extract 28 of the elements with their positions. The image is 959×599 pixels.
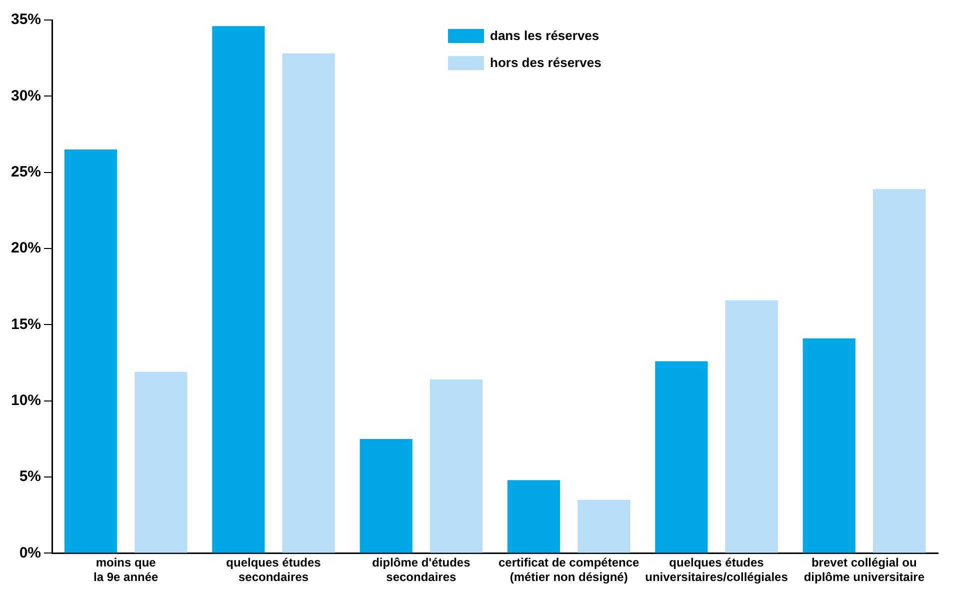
bar	[64, 149, 118, 553]
x-tick-label: diplôme d'études secondaires	[372, 556, 471, 584]
bar	[282, 54, 335, 553]
y-tick-label: 25%	[10, 163, 42, 180]
legend-label: hors des réserves	[490, 55, 602, 70]
bar	[802, 338, 856, 553]
bar	[578, 500, 630, 553]
y-tick-label: 15%	[10, 316, 42, 333]
x-tick-label: moins que la 9e année	[93, 556, 159, 584]
bar	[212, 26, 265, 553]
bar	[655, 361, 708, 553]
y-tick-label: 30%	[10, 87, 42, 104]
y-tick-label: 35%	[10, 11, 42, 28]
bar	[134, 372, 188, 553]
x-tick-label: brevet collégial ou diplôme universitaire	[804, 556, 925, 584]
y-tick-label: 0%	[19, 544, 42, 562]
x-tick-label: certificat de compétence (métier non désigné)	[498, 556, 640, 584]
y-tick-label: 5%	[19, 468, 42, 486]
bar	[872, 189, 926, 553]
bar	[360, 438, 412, 553]
legend-label: dans les réserves	[490, 28, 600, 43]
y-tick-label: 20%	[10, 240, 42, 257]
x-tick-label: quelques études secondaires	[226, 556, 322, 584]
x-tick-label: quelques études universitaires/collégiales	[645, 556, 788, 584]
bar	[430, 380, 483, 553]
bar	[507, 480, 560, 553]
y-tick-label: 10%	[10, 392, 42, 409]
bar	[725, 300, 778, 553]
